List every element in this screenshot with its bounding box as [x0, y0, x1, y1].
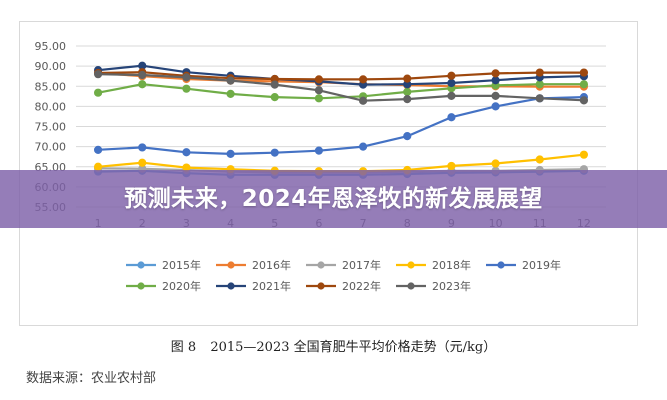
legend-label: 2021年 [252, 279, 291, 293]
data-point [358, 142, 368, 151]
legend-marker [137, 261, 145, 269]
data-point [182, 84, 191, 93]
data-point [447, 71, 456, 80]
legend-marker [317, 261, 325, 269]
legend-marker [407, 261, 415, 269]
data-point [579, 96, 589, 105]
series-line [98, 71, 584, 81]
data-point [535, 155, 544, 164]
figure-caption: 图 8 2015—2023 全国育肥牛平均价格走势（元/kg） [0, 336, 667, 355]
data-point [314, 75, 324, 84]
data-point [535, 94, 544, 103]
data-point [358, 75, 368, 84]
data-point [182, 148, 191, 157]
data-point [491, 69, 500, 78]
legend-label: 2022年 [342, 279, 381, 293]
data-point [403, 74, 412, 83]
data-point [93, 88, 103, 97]
data-source: 数据来源：农业农村部 [26, 371, 157, 386]
data-point [491, 102, 500, 111]
data-point [447, 91, 456, 101]
data-point [314, 94, 324, 103]
data-point [138, 80, 147, 89]
data-point [579, 150, 589, 159]
y-tick-label: 90.00 [35, 60, 67, 73]
legend-marker [227, 261, 235, 269]
legend-label: 2017年 [342, 258, 381, 272]
banner-title: 预测未来，2024年恩泽牧的新发展展望 [124, 186, 543, 212]
data-point [314, 86, 324, 95]
data-point [138, 143, 147, 152]
data-point [226, 89, 235, 98]
data-point [535, 68, 544, 77]
data-point [447, 113, 456, 122]
series-line [97, 64, 584, 86]
data-point [403, 87, 412, 96]
series-line [97, 83, 584, 100]
data-point [358, 96, 368, 105]
legend-marker [497, 261, 505, 269]
legend-marker [317, 282, 325, 290]
legend-marker [407, 282, 415, 290]
series-line [98, 96, 584, 155]
data-point [182, 73, 191, 82]
legend-label: 2023年 [432, 279, 471, 293]
data-point [535, 80, 544, 89]
data-point [579, 68, 589, 77]
data-point [403, 95, 412, 104]
data-point [579, 80, 589, 89]
data-point [491, 159, 500, 168]
legend-label: 2016年 [252, 258, 291, 272]
data-point [270, 93, 279, 102]
data-point [93, 70, 103, 79]
data-point [491, 76, 500, 85]
data-point [270, 80, 279, 89]
data-point [403, 132, 412, 141]
legend-label: 2020年 [162, 279, 201, 293]
data-point [447, 78, 456, 88]
data-point [138, 70, 147, 80]
data-point [226, 76, 235, 85]
y-tick-label: 80.00 [35, 100, 67, 113]
data-point [491, 91, 500, 101]
overlay-banner [0, 170, 667, 228]
legend-label: 2019年 [522, 258, 561, 272]
y-tick-label: 70.00 [35, 141, 67, 154]
y-tick-label: 95.00 [35, 40, 67, 53]
figure-caption-text: 2015—2023 全国育肥牛平均价格走势（元/kg） [210, 340, 497, 355]
data-point [226, 149, 235, 158]
data-point [314, 146, 324, 155]
data-point [138, 158, 147, 167]
figure-label: 图 8 [170, 340, 197, 355]
series-line [98, 73, 584, 102]
legend-label: 2018年 [432, 258, 471, 272]
data-point [93, 145, 103, 154]
y-tick-label: 75.00 [35, 121, 67, 134]
data-point [270, 148, 279, 157]
legend-marker [227, 282, 235, 290]
legend-label: 2015年 [162, 258, 201, 272]
data-point [447, 161, 456, 171]
legend-marker [137, 282, 145, 290]
y-tick-label: 85.00 [35, 80, 67, 93]
